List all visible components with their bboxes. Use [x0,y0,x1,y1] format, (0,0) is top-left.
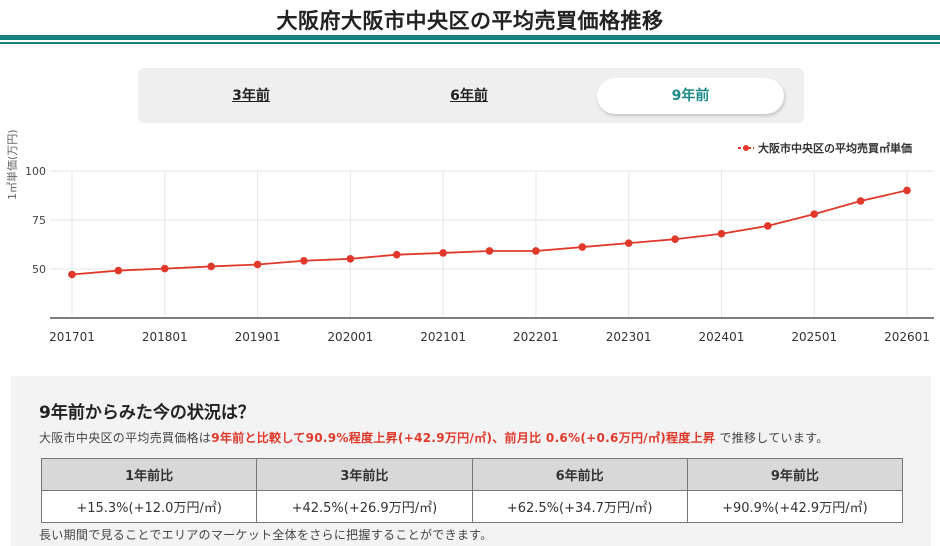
header-6-years: 6年前比 [471,458,688,491]
summary-description: 大阪市中央区の平均売買価格は9年前と比較して90.9%程度上昇(+42.9万円/… [39,429,829,446]
table-header-row: 1年前比 3年前比 6年前比 9年前比 [40,458,904,491]
svg-text:201801: 201801 [142,330,188,344]
header-9-years: 9年前比 [686,458,904,491]
summary-note: 長い期間で見ることでエリアのマーケット全体をさらに把握することができます。 [39,528,493,542]
svg-text:201901: 201901 [235,330,281,344]
table-row: +15.3%(+12.0万円/㎡) +42.5%(+26.9万円/㎡) +62.… [40,490,904,523]
period-tabs: 3年前 6年前 9年前 [138,68,804,123]
svg-text:75: 75 [32,214,46,227]
header-3-years: 3年前比 [256,458,473,491]
svg-text:202501: 202501 [791,330,837,344]
legend-line-marker-icon [738,143,754,153]
svg-text:202101: 202101 [420,330,466,344]
value-9-years: +90.9%(+42.9万円/㎡) [686,490,904,523]
svg-text:50: 50 [32,263,46,276]
header-1-year: 1年前比 [40,458,258,491]
value-1-year: +15.3%(+12.0万円/㎡) [40,490,258,523]
title-rule-thick [0,35,940,40]
svg-text:202201: 202201 [513,330,559,344]
tab-3-years[interactable]: 3年前 [232,88,270,104]
chart-legend: 大阪市中央区の平均売買㎡単価 [738,140,912,156]
price-line-chart: 50 75 100 201701 201801 201901 202001 202101 202… [25,165,934,344]
tab-9-years[interactable]: 9年前 [597,78,784,114]
title-rule-thin [0,42,940,44]
svg-text:100: 100 [25,165,46,178]
legend-label: 大阪市中央区の平均売買㎡単価 [758,142,912,155]
value-6-years: +62.5%(+34.7万円/㎡) [471,490,688,523]
value-3-years: +42.5%(+26.9万円/㎡) [256,490,473,523]
comparison-table: 1年前比 3年前比 6年前比 9年前比 +15.3%(+12.0万円/㎡) +4… [40,458,904,523]
tab-6-years[interactable]: 6年前 [450,88,488,104]
summary-panel: 9年前からみた今の状況は？ 大阪市中央区の平均売買価格は9年前と比較して90.9… [11,376,931,546]
svg-text:202001: 202001 [327,330,373,344]
svg-text:202401: 202401 [699,330,745,344]
summary-heading: 9年前からみた今の状況は？ [39,403,255,423]
desc-prefix: 大阪市中央区の平均売買価格は [39,431,212,445]
page-title: 大阪府大阪市中央区の平均売買価格推移 [276,9,664,33]
svg-text:202301: 202301 [606,330,652,344]
desc-highlight: 9年前と比較して90.9%程度上昇(+42.9万円/㎡)、前月比 0.6%(+0… [211,431,716,445]
svg-text:202601: 202601 [884,330,930,344]
desc-suffix: で推移しています。 [715,431,829,445]
svg-text:201701: 201701 [49,330,95,344]
